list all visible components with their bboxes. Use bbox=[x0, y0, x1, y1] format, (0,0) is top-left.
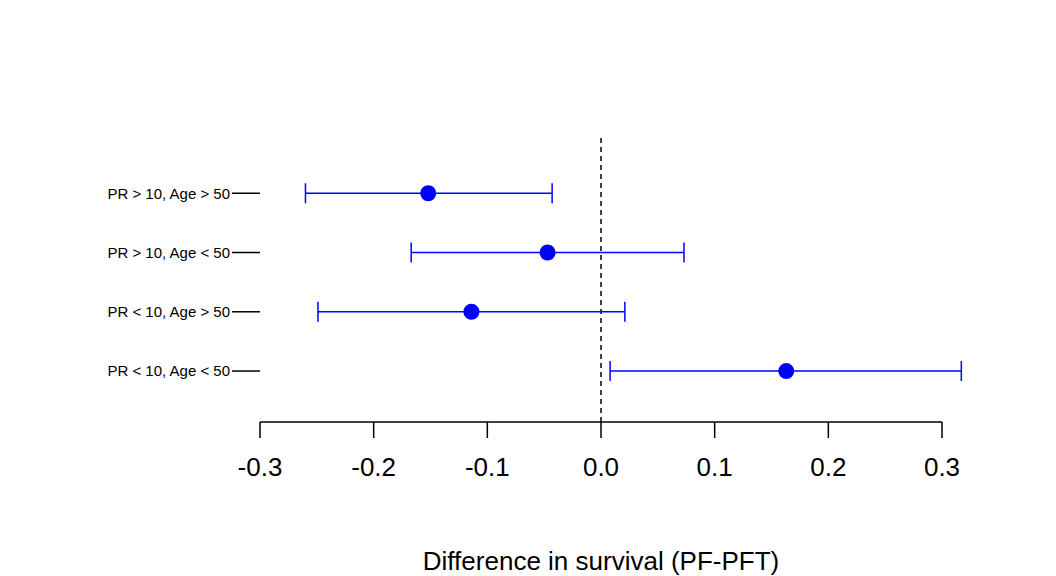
svg-text:PR < 10, Age < 50: PR < 10, Age < 50 bbox=[107, 362, 230, 379]
svg-text:0.0: 0.0 bbox=[583, 452, 619, 482]
svg-text:0.2: 0.2 bbox=[810, 452, 846, 482]
svg-text:-0.3: -0.3 bbox=[238, 452, 283, 482]
svg-text:0.1: 0.1 bbox=[697, 452, 733, 482]
svg-text:0.3: 0.3 bbox=[924, 452, 960, 482]
svg-text:PR > 10, Age < 50: PR > 10, Age < 50 bbox=[107, 244, 230, 261]
svg-text:PR > 10, Age > 50: PR > 10, Age > 50 bbox=[107, 185, 230, 202]
svg-text:-0.2: -0.2 bbox=[351, 452, 396, 482]
svg-text:PR < 10, Age > 50: PR < 10, Age > 50 bbox=[107, 303, 230, 320]
svg-text:Difference in survival (PF-PFT: Difference in survival (PF-PFT) bbox=[423, 546, 779, 576]
svg-text:-0.1: -0.1 bbox=[465, 452, 510, 482]
